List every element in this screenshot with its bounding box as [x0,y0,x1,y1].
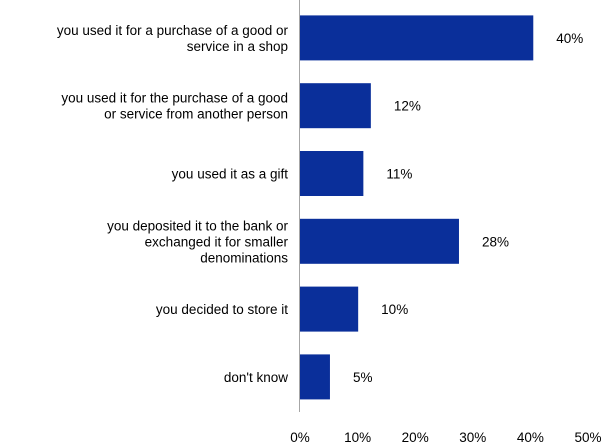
value-label: 28% [482,234,509,249]
bar [300,15,534,61]
x-tick-label: 10% [344,430,371,445]
category-label: don't know [224,370,288,385]
value-label: 11% [386,167,412,182]
bar [300,218,459,264]
value-label: 10% [381,302,408,317]
value-label: 40% [556,31,583,46]
x-axis-ticks-group: 0% 10% 20% 30% 40% 50% [290,430,601,445]
category-label: you decided to store it [156,302,288,317]
category-label: exchanged it for smaller [145,234,289,249]
category-label: you used it for a purchase of a good or [57,23,289,38]
x-tick-label: 50% [574,430,601,445]
x-tick-label: 20% [402,430,429,445]
x-tick-label: 40% [517,430,544,445]
category-label: service in a shop [187,39,288,54]
value-labels-group: 40% 12% 11% 28% 10% 5% [353,31,583,385]
x-tick-label: 0% [290,430,310,445]
bar [300,354,330,400]
category-label: denominations [200,250,288,265]
bar [300,286,359,332]
category-label: you used it as a gift [172,167,289,182]
value-label: 12% [394,99,421,114]
bars-group [300,15,534,400]
category-label: you deposited it to the bank or [107,218,288,233]
value-label: 5% [353,370,373,385]
category-label: you used it for the purchase of a good [61,91,288,106]
category-labels-group: you used it for a purchase of a good ors… [57,23,289,385]
x-tick-label: 30% [459,430,486,445]
category-label: or service from another person [104,107,288,122]
bar [300,151,364,196]
bar [300,83,371,129]
